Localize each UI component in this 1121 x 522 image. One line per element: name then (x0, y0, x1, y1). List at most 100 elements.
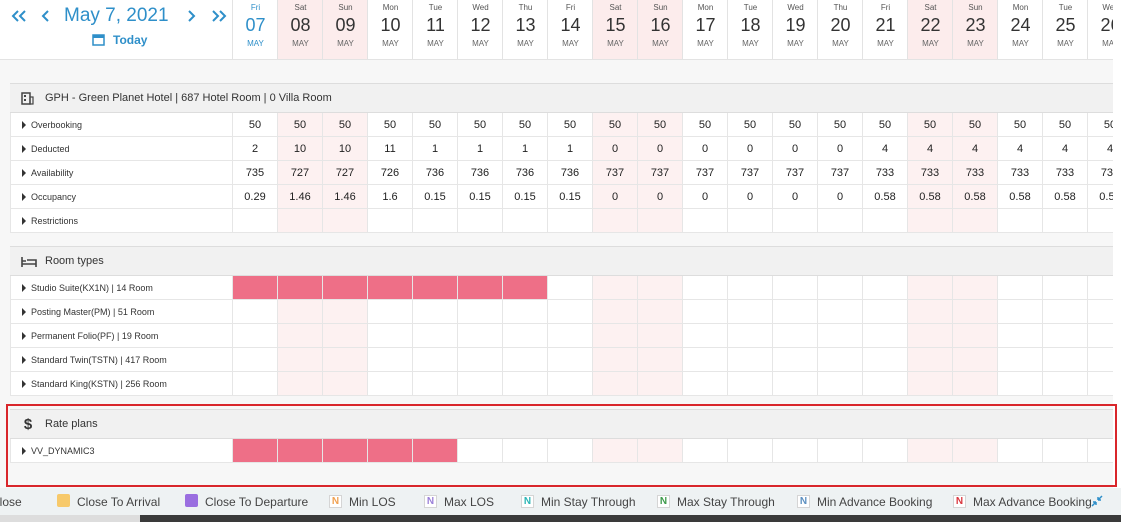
day-header[interactable]: Sat 15 MAY (592, 0, 637, 60)
cell[interactable]: 0.58 (862, 185, 907, 209)
cell[interactable]: 0.15 (457, 185, 502, 209)
cell[interactable] (817, 276, 862, 300)
cell[interactable] (502, 324, 547, 348)
cell[interactable] (232, 300, 277, 324)
cell[interactable] (682, 372, 727, 396)
cell[interactable] (322, 300, 367, 324)
cell[interactable] (1042, 348, 1087, 372)
cell[interactable] (1087, 439, 1113, 463)
cell[interactable] (997, 300, 1042, 324)
row-label[interactable]: Studio Suite(KX1N) | 14 Room (10, 276, 232, 300)
cell[interactable] (817, 348, 862, 372)
cell[interactable] (277, 439, 322, 463)
cell[interactable] (322, 209, 367, 233)
cell[interactable] (277, 348, 322, 372)
legend-label[interactable]: Close To Arrival (77, 494, 161, 509)
cell[interactable] (367, 439, 412, 463)
cell[interactable]: 4 (997, 137, 1042, 161)
cell[interactable] (412, 372, 457, 396)
cell[interactable]: 1.46 (322, 185, 367, 209)
cell[interactable] (457, 439, 502, 463)
cell[interactable]: 0.58 (907, 185, 952, 209)
cell[interactable] (457, 372, 502, 396)
cell[interactable]: 737 (772, 161, 817, 185)
cell[interactable] (772, 439, 817, 463)
next-week[interactable] (210, 8, 228, 24)
cell[interactable] (1087, 209, 1113, 233)
row-label[interactable]: Availability (10, 161, 232, 185)
cell[interactable] (502, 276, 547, 300)
row-label[interactable]: Overbooking (10, 113, 232, 137)
cell[interactable] (907, 276, 952, 300)
day-header[interactable]: Fri 21 MAY (862, 0, 907, 60)
legend-label[interactable]: Max Advance Booking (973, 494, 1092, 509)
cell[interactable]: 50 (952, 113, 997, 137)
row-label[interactable]: Permanent Folio(PF) | 19 Room (10, 324, 232, 348)
cell[interactable] (1042, 209, 1087, 233)
cell[interactable] (952, 324, 997, 348)
cell[interactable]: 50 (457, 113, 502, 137)
cell[interactable] (682, 348, 727, 372)
day-header[interactable]: Sun 23 MAY (952, 0, 997, 60)
cell[interactable]: 0 (682, 185, 727, 209)
day-header[interactable]: Tue 25 MAY (1042, 0, 1087, 60)
cell[interactable] (772, 209, 817, 233)
cell[interactable] (1087, 372, 1113, 396)
cell[interactable]: 0.58 (1042, 185, 1087, 209)
cell[interactable]: 737 (727, 161, 772, 185)
day-header[interactable]: Mon 24 MAY (997, 0, 1042, 60)
cell[interactable] (637, 372, 682, 396)
cell[interactable] (412, 348, 457, 372)
prev-day[interactable] (40, 8, 52, 24)
cell[interactable]: 50 (772, 113, 817, 137)
prev-week[interactable] (10, 8, 28, 24)
cell[interactable]: 0.15 (547, 185, 592, 209)
cell[interactable]: 737 (637, 161, 682, 185)
cell[interactable] (682, 439, 727, 463)
cell[interactable]: 733 (1042, 161, 1087, 185)
cell[interactable] (997, 439, 1042, 463)
cell[interactable] (457, 209, 502, 233)
cell[interactable] (952, 372, 997, 396)
cell[interactable]: 736 (502, 161, 547, 185)
cell[interactable] (322, 439, 367, 463)
cell[interactable]: 4 (862, 137, 907, 161)
row-label[interactable]: Posting Master(PM) | 51 Room (10, 300, 232, 324)
cell[interactable] (232, 372, 277, 396)
cell[interactable] (367, 324, 412, 348)
cell[interactable]: 50 (727, 113, 772, 137)
row-label[interactable]: Deducted (10, 137, 232, 161)
cell[interactable] (547, 439, 592, 463)
cell[interactable]: 0 (637, 137, 682, 161)
cell[interactable]: 0 (592, 185, 637, 209)
cell[interactable] (1087, 300, 1113, 324)
cell[interactable] (1042, 300, 1087, 324)
day-header[interactable]: Fri 07 MAY (232, 0, 277, 60)
cell[interactable]: 50 (412, 113, 457, 137)
cell[interactable] (592, 439, 637, 463)
cell[interactable]: 11 (367, 137, 412, 161)
cell[interactable] (862, 209, 907, 233)
cell[interactable]: 0.15 (412, 185, 457, 209)
cell[interactable]: 50 (277, 113, 322, 137)
cell[interactable]: 0 (817, 185, 862, 209)
cell[interactable]: 1.6 (367, 185, 412, 209)
cell[interactable] (952, 209, 997, 233)
cell[interactable]: 736 (412, 161, 457, 185)
cell[interactable] (1042, 372, 1087, 396)
cell[interactable] (367, 209, 412, 233)
row-label[interactable]: Restrictions (10, 209, 232, 233)
legend-label[interactable]: Min Stay Through (541, 494, 636, 509)
cell[interactable]: 4 (1087, 137, 1113, 161)
cell[interactable] (637, 276, 682, 300)
cell[interactable] (592, 324, 637, 348)
cell[interactable] (592, 276, 637, 300)
cell[interactable]: 50 (682, 113, 727, 137)
cell[interactable] (997, 348, 1042, 372)
cell[interactable]: 50 (367, 113, 412, 137)
cell[interactable]: 2 (232, 137, 277, 161)
day-header[interactable]: Thu 20 MAY (817, 0, 862, 60)
cell[interactable] (907, 439, 952, 463)
cell[interactable] (232, 439, 277, 463)
cell[interactable] (997, 372, 1042, 396)
